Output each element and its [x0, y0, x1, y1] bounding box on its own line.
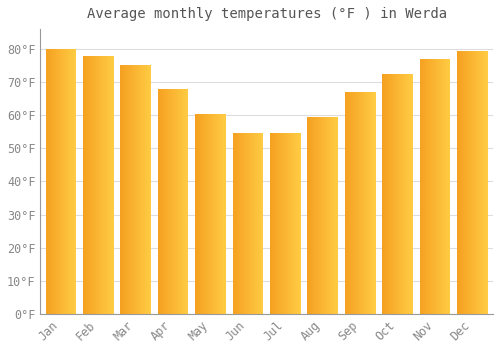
Title: Average monthly temperatures (°F ) in Werda: Average monthly temperatures (°F ) in We… [86, 7, 446, 21]
